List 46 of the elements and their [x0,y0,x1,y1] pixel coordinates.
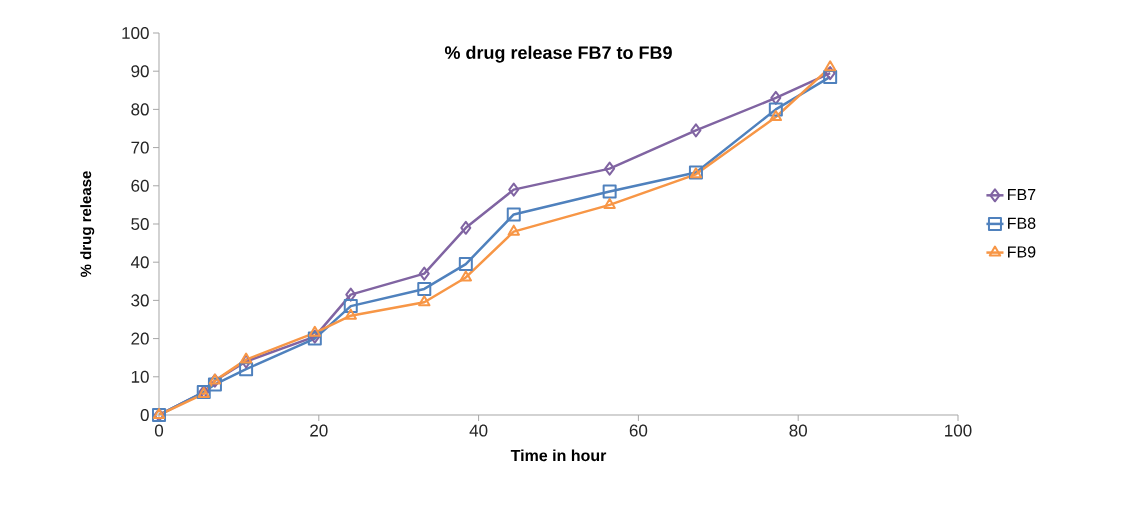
y-tick-label: 100 [122,26,149,40]
y-tick-label: 60 [131,179,149,192]
point [418,266,430,281]
x-tick-label: 20 [310,424,328,437]
point [460,220,472,235]
point [417,281,432,296]
point [345,287,357,302]
point [239,352,253,364]
point [458,257,473,272]
text: % drug release FB7 to FB9 [444,45,672,63]
y-tick-label: 80 [131,103,149,116]
x-tick-label: 0 [154,424,164,437]
x-tick-label: 60 [629,424,648,437]
point [343,299,358,314]
x-tick-label: 80 [789,424,807,437]
x-tick-label: 100 [945,424,972,437]
x-tick-label: 40 [469,424,488,437]
point [459,270,473,282]
y-tick-label: 50 [131,217,149,231]
x-axis-title: Time in hour [510,449,607,462]
point [506,207,521,222]
legend-label: FB9 [1008,246,1036,258]
point [602,184,617,199]
point [344,308,357,320]
point [418,295,431,307]
point [768,102,783,117]
point [604,161,616,176]
point [823,60,837,72]
y-tick-label: 30 [131,294,149,307]
y-axis-title: % drug release [80,171,95,277]
y-tick-label: 90 [131,65,149,78]
legend-label: FB7 [1008,189,1036,201]
point [770,90,782,105]
point [603,197,616,209]
y-tick-label: 0 [140,408,149,422]
point [690,123,702,138]
point [769,110,783,122]
y-tick-label: 10 [131,370,149,383]
y-tick-label: 20 [131,332,149,345]
point [508,182,520,197]
y-tick-label: 70 [131,141,149,154]
point [507,224,520,236]
point [308,325,322,337]
legend-label: FB8 [1008,217,1036,229]
point [207,377,222,392]
y-tick-label: 40 [130,256,149,269]
